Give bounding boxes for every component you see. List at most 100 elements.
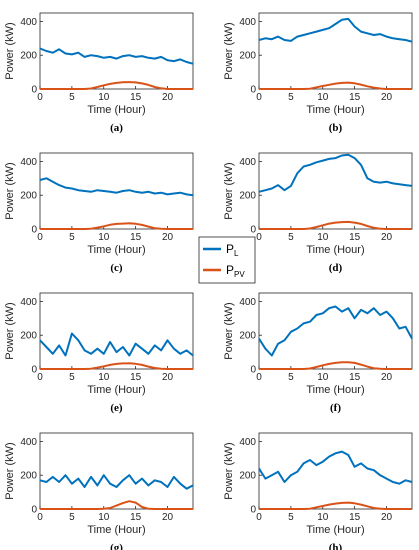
y-axis-label: Power (kW) <box>223 162 235 219</box>
plot-frame <box>39 12 194 90</box>
y-tick-label: 200 <box>239 331 256 342</box>
x-axis-label: Time (Hour) <box>87 384 145 396</box>
y-tick-label: 400 <box>239 297 256 308</box>
y-axis-label: Power (kW) <box>4 442 16 499</box>
chart-panel: 0 200 400 0 5 10 15 20 Time (Hour) Power (kW) (h) <box>223 432 413 550</box>
y-tick-label: 400 <box>239 157 256 168</box>
chart-panel: 0 200 400 0 5 10 15 20 Time (Hour) Power (kW) (f) <box>223 292 413 414</box>
y-tick-label: 200 <box>239 51 256 62</box>
x-tick-label: 15 <box>349 372 361 383</box>
y-tick-label: 0 <box>31 365 37 376</box>
y-axis-label: Power (kW) <box>223 302 235 359</box>
y-tick-label: 400 <box>20 437 37 448</box>
y-tick-label: 0 <box>250 85 256 96</box>
chart-panel: 0 200 400 0 5 10 15 20 Time (Hour) Power (kW) (c) <box>4 152 194 274</box>
plot-frame <box>258 152 413 230</box>
x-tick-label: 20 <box>381 512 393 523</box>
panel-label: (h) <box>329 542 343 550</box>
x-axis-label: Time (Hour) <box>306 524 364 536</box>
panel-label: (g) <box>110 542 123 550</box>
x-axis-label: Time (Hour) <box>87 104 145 116</box>
x-tick-label: 10 <box>317 92 329 103</box>
y-tick-label: 0 <box>250 505 256 516</box>
panel-label: (b) <box>329 122 343 134</box>
panel-label: (d) <box>329 262 343 274</box>
x-tick-label: 10 <box>98 372 110 383</box>
x-tick-label: 0 <box>37 92 43 103</box>
y-tick-label: 400 <box>239 17 256 28</box>
x-tick-label: 5 <box>69 512 75 523</box>
y-tick-label: 400 <box>20 157 37 168</box>
load-series-line <box>258 305 413 357</box>
x-tick-label: 15 <box>130 372 142 383</box>
plot-frame <box>258 432 413 510</box>
legend-box <box>198 236 256 284</box>
pv-series-line <box>40 500 193 510</box>
x-tick-label: 5 <box>288 232 294 243</box>
load-series-line <box>39 332 194 357</box>
y-tick-label: 0 <box>31 225 37 236</box>
x-axis-label: Time (Hour) <box>87 524 145 536</box>
x-tick-label: 15 <box>349 92 361 103</box>
pv-series-line <box>259 501 412 510</box>
y-tick-label: 200 <box>20 471 37 482</box>
y-axis-label: Power (kW) <box>223 442 235 499</box>
x-tick-label: 5 <box>288 372 294 383</box>
chart-panel: 0 200 400 0 5 10 15 20 Time (Hour) Power (kW) (g) <box>4 432 194 550</box>
x-axis-label: Time (Hour) <box>87 244 145 256</box>
panel-label: (a) <box>110 122 123 134</box>
chart-panel: 0 200 400 0 5 10 15 20 Time (Hour) Power (kW) (e) <box>4 292 194 414</box>
y-tick-label: 0 <box>31 505 37 516</box>
legend: PL PPV <box>198 236 256 284</box>
chart-panel: 0 200 400 0 5 10 15 20 Time (Hour) Power (kW) (d) <box>223 152 413 274</box>
load-series-line <box>39 47 194 65</box>
x-tick-label: 5 <box>69 92 75 103</box>
x-tick-label: 10 <box>98 232 110 243</box>
y-tick-label: 200 <box>239 191 256 202</box>
x-tick-label: 20 <box>162 512 174 523</box>
y-axis-label: Power (kW) <box>4 302 16 359</box>
plot-frame <box>39 152 194 230</box>
y-tick-label: 200 <box>20 51 37 62</box>
y-axis-label: Power (kW) <box>4 22 16 79</box>
plot-frame <box>258 292 413 370</box>
plot-frame <box>39 292 194 370</box>
load-series-line <box>39 177 194 197</box>
x-tick-label: 0 <box>37 512 43 523</box>
x-tick-label: 15 <box>130 92 142 103</box>
pv-series-line <box>40 81 193 90</box>
y-tick-label: 200 <box>20 191 37 202</box>
x-tick-label: 10 <box>317 232 329 243</box>
x-tick-label: 0 <box>37 232 43 243</box>
x-tick-label: 10 <box>317 372 329 383</box>
x-tick-label: 15 <box>349 512 361 523</box>
y-tick-label: 0 <box>31 85 37 96</box>
panel-label: (f) <box>330 402 341 414</box>
x-tick-label: 20 <box>162 92 174 103</box>
x-tick-label: 20 <box>381 232 393 243</box>
load-series-line <box>258 450 413 485</box>
y-tick-label: 200 <box>20 331 37 342</box>
y-tick-label: 400 <box>20 17 37 28</box>
x-tick-label: 20 <box>381 92 393 103</box>
x-tick-label: 0 <box>256 92 262 103</box>
y-tick-label: 200 <box>239 471 256 482</box>
x-axis-label: Time (Hour) <box>306 244 364 256</box>
plot-frame <box>39 432 194 510</box>
legend-load-label: PL <box>226 242 239 258</box>
x-tick-label: 20 <box>162 372 174 383</box>
y-axis-label: Power (kW) <box>223 22 235 79</box>
x-tick-label: 20 <box>162 232 174 243</box>
x-axis-label: Time (Hour) <box>306 104 364 116</box>
pv-series-line <box>40 222 193 230</box>
pv-series-line <box>259 361 412 370</box>
x-tick-label: 10 <box>317 512 329 523</box>
x-tick-label: 0 <box>256 512 262 523</box>
load-series-line <box>258 17 413 43</box>
x-tick-label: 5 <box>288 92 294 103</box>
x-tick-label: 0 <box>256 232 262 243</box>
y-axis-label: Power (kW) <box>4 162 16 219</box>
y-tick-label: 0 <box>250 365 256 376</box>
